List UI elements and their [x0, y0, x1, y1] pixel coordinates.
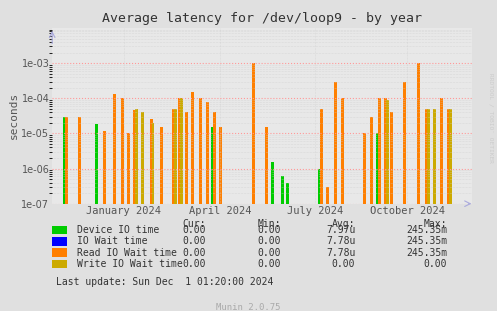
Bar	[65, 117, 68, 204]
Bar	[78, 117, 81, 204]
Bar	[384, 98, 387, 204]
Bar	[206, 102, 209, 204]
Bar	[440, 98, 443, 204]
Bar	[341, 98, 344, 204]
Bar	[286, 183, 289, 204]
Bar	[199, 98, 202, 204]
Bar	[265, 127, 268, 204]
Bar	[219, 127, 222, 204]
Bar	[447, 109, 450, 204]
Text: Max:: Max:	[424, 219, 447, 229]
Text: IO Wait time: IO Wait time	[77, 236, 148, 246]
Text: Munin 2.0.75: Munin 2.0.75	[216, 303, 281, 311]
Text: 245.35m: 245.35m	[406, 236, 447, 246]
Bar	[191, 92, 194, 204]
Bar	[127, 133, 130, 204]
Bar	[391, 112, 394, 204]
Bar	[363, 133, 366, 204]
Bar	[386, 100, 389, 204]
Bar	[180, 98, 183, 204]
Bar	[174, 109, 177, 204]
Bar	[417, 63, 420, 204]
Bar	[113, 94, 116, 204]
Bar	[334, 81, 336, 204]
Text: 0.00: 0.00	[424, 259, 447, 269]
Bar	[121, 98, 124, 204]
Text: Write IO Wait time: Write IO Wait time	[77, 259, 183, 269]
Title: Average latency for /dev/loop9 - by year: Average latency for /dev/loop9 - by year	[102, 12, 422, 26]
Bar	[103, 131, 106, 204]
Bar	[213, 112, 216, 204]
Bar	[135, 109, 138, 204]
Bar	[211, 127, 214, 204]
Bar	[378, 98, 381, 204]
Text: Avg:: Avg:	[332, 219, 355, 229]
Text: 0.00: 0.00	[183, 259, 206, 269]
Text: Min:: Min:	[257, 219, 281, 229]
Bar	[370, 117, 373, 204]
Bar	[433, 109, 436, 204]
Bar	[320, 109, 323, 204]
Bar	[425, 109, 428, 204]
Bar	[134, 110, 136, 204]
Text: 7.78u: 7.78u	[326, 248, 355, 258]
Text: RRDTOOL / TOBIÖ OETIKER: RRDTOOL / TOBIÖ OETIKER	[489, 73, 494, 163]
Bar	[142, 112, 144, 204]
Bar	[160, 127, 163, 204]
Text: 0.00: 0.00	[257, 236, 281, 246]
Bar	[152, 123, 155, 204]
Y-axis label: seconds: seconds	[8, 92, 18, 139]
Bar	[427, 109, 430, 204]
Bar	[281, 176, 284, 204]
Bar	[63, 117, 66, 204]
Bar	[404, 81, 407, 204]
Bar	[150, 119, 153, 204]
Bar	[252, 63, 255, 204]
Bar	[95, 124, 98, 204]
Bar	[178, 98, 181, 204]
Bar	[326, 187, 329, 204]
Text: 0.00: 0.00	[257, 225, 281, 235]
Text: 0.00: 0.00	[183, 248, 206, 258]
Text: Cur:: Cur:	[183, 219, 206, 229]
Bar	[172, 109, 175, 204]
Text: 0.00: 0.00	[257, 248, 281, 258]
Text: Device IO time: Device IO time	[77, 225, 159, 235]
Text: 7.97u: 7.97u	[326, 225, 355, 235]
Text: 0.00: 0.00	[183, 236, 206, 246]
Text: 7.78u: 7.78u	[326, 236, 355, 246]
Bar	[318, 169, 321, 204]
Bar	[185, 112, 188, 204]
Text: Last update: Sun Dec  1 01:20:00 2024: Last update: Sun Dec 1 01:20:00 2024	[56, 277, 273, 287]
Text: Read IO Wait time: Read IO Wait time	[77, 248, 177, 258]
Bar	[376, 133, 379, 204]
Text: 0.00: 0.00	[183, 225, 206, 235]
Bar	[271, 162, 274, 204]
Text: 0.00: 0.00	[332, 259, 355, 269]
Text: 0.00: 0.00	[257, 259, 281, 269]
Text: 245.35m: 245.35m	[406, 225, 447, 235]
Bar	[449, 109, 452, 204]
Text: 245.35m: 245.35m	[406, 248, 447, 258]
